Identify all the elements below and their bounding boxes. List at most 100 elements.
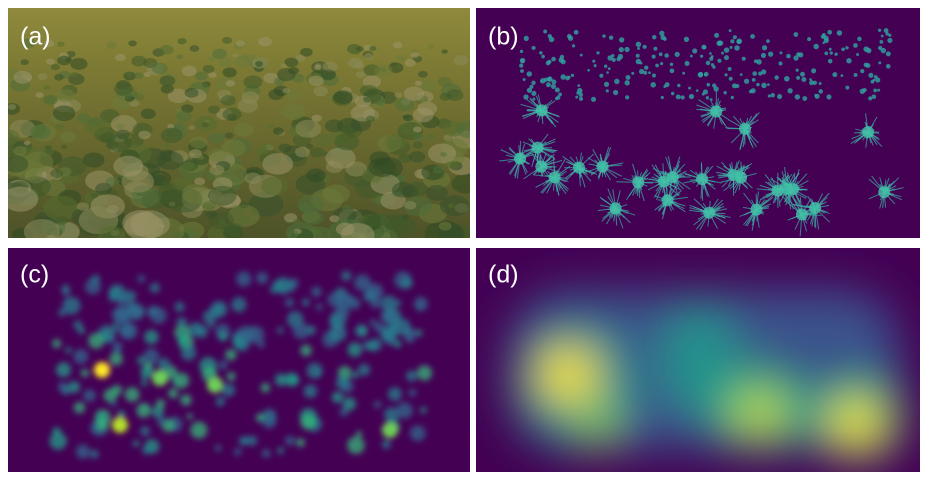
density-spot	[158, 358, 171, 371]
density-spot	[215, 445, 221, 451]
point	[873, 88, 877, 92]
foliage	[203, 65, 215, 73]
foliage	[238, 99, 258, 113]
foliage	[176, 54, 183, 59]
density-spot	[275, 373, 288, 386]
point	[750, 34, 755, 39]
density-spot	[52, 427, 61, 436]
point	[815, 94, 820, 99]
point	[714, 33, 719, 38]
point	[677, 84, 680, 87]
foliage	[329, 215, 339, 222]
point	[659, 52, 663, 56]
density-spot	[113, 342, 122, 351]
point	[874, 75, 878, 79]
point	[860, 89, 865, 94]
point	[768, 51, 773, 56]
point	[761, 53, 766, 58]
point	[560, 74, 566, 80]
point	[663, 85, 666, 88]
point	[541, 55, 545, 59]
density-spot	[334, 304, 349, 319]
foliage	[115, 54, 126, 62]
density-spot	[216, 397, 225, 406]
density-spot	[231, 297, 246, 312]
point	[841, 74, 844, 77]
point	[710, 105, 722, 117]
point	[809, 80, 814, 85]
foliage	[409, 151, 425, 162]
density-spot	[258, 341, 265, 348]
density-spot	[234, 448, 241, 455]
density-spot	[417, 304, 424, 311]
point	[671, 92, 675, 96]
density-spot	[125, 387, 140, 402]
density-spot	[275, 277, 292, 294]
foliage	[335, 133, 360, 150]
point	[750, 88, 755, 93]
point	[531, 46, 535, 50]
foliage	[428, 45, 435, 50]
foliage	[152, 63, 168, 74]
point	[886, 64, 891, 69]
foliage	[70, 58, 87, 70]
foliage	[402, 214, 410, 219]
foliage	[223, 67, 237, 77]
panel-label: (b)	[488, 23, 519, 51]
density-spot	[420, 407, 427, 414]
point	[607, 55, 612, 60]
point	[712, 65, 715, 68]
point	[523, 78, 526, 81]
foliage	[46, 59, 55, 65]
density-spot	[176, 317, 186, 327]
point	[521, 59, 524, 62]
point	[619, 37, 624, 42]
point	[793, 55, 798, 60]
foliage	[116, 123, 124, 129]
point	[661, 96, 664, 99]
foliage	[282, 88, 290, 93]
density-spot	[140, 426, 150, 436]
density-spot	[144, 348, 159, 363]
foliage	[226, 80, 235, 86]
point	[845, 46, 848, 49]
foliage	[295, 120, 321, 138]
foliage	[281, 64, 287, 68]
point	[568, 76, 571, 79]
foliage	[413, 126, 422, 132]
point	[786, 54, 791, 59]
foliage	[182, 184, 211, 204]
point	[652, 35, 656, 39]
point	[779, 51, 782, 54]
point	[531, 91, 536, 96]
foliage	[160, 45, 174, 55]
foliage	[454, 55, 469, 65]
point	[670, 68, 675, 73]
foliage	[354, 62, 364, 69]
density-spot	[150, 283, 160, 293]
foliage	[418, 71, 428, 78]
density-spot	[91, 275, 100, 284]
point	[664, 53, 669, 58]
density-peak	[94, 362, 110, 378]
point	[732, 83, 737, 88]
foliage	[182, 162, 195, 171]
density-spot	[181, 345, 196, 360]
density-peak	[207, 377, 223, 393]
foliage	[195, 174, 201, 178]
point	[551, 57, 556, 62]
foliage	[98, 226, 125, 245]
point	[729, 29, 732, 32]
density-spot	[406, 371, 417, 382]
point	[631, 72, 634, 75]
point	[837, 30, 842, 35]
point	[688, 87, 691, 90]
density-spot	[227, 372, 236, 381]
density-spot	[73, 349, 88, 364]
density-spot	[136, 403, 151, 418]
point	[610, 202, 622, 214]
foliage	[405, 59, 416, 67]
point	[698, 72, 704, 78]
foliage	[232, 53, 238, 57]
foliage	[439, 222, 452, 231]
